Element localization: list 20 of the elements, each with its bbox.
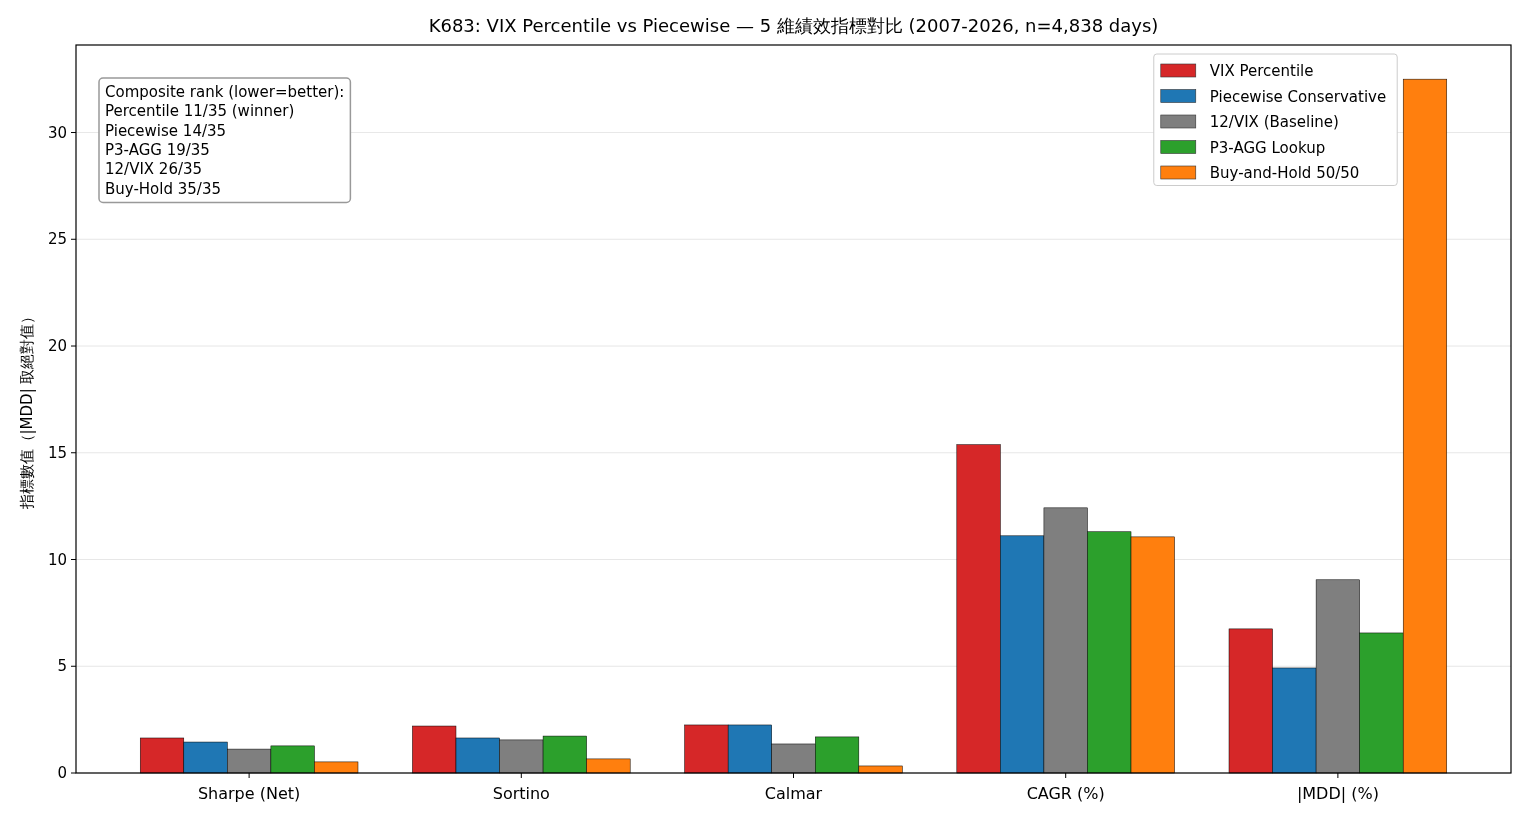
x-tick-label: Calmar — [764, 784, 823, 803]
legend-label: P3-AGG Lookup — [1209, 138, 1326, 157]
y-tick-label: 5 — [57, 657, 67, 676]
y-tick-label: 15 — [47, 443, 67, 462]
y-tick-label: 25 — [47, 230, 67, 249]
annotation: Composite rank (lower=better): Percentile 11/35 (winner) Piecewise 14/35 P3-AGG 19/35 12/VIX 26/35 Buy-Hold 35/35 — [105, 83, 345, 198]
y-axis-title: 指標數值（|MDD| 取絕對值） — [18, 308, 36, 511]
legend-label: 12/VIX (Baseline) — [1209, 113, 1339, 131]
x-tick-label: CAGR (%) — [1026, 784, 1105, 803]
y-tick-label: 0 — [57, 764, 67, 782]
y-tick-label: 10 — [47, 550, 67, 569]
x-tick-label: |MDD| (%) — [1296, 784, 1379, 803]
y-tick-label: 20 — [47, 337, 67, 356]
legend-label: VIX Percentile — [1209, 62, 1314, 80]
x-tick-label: Sortino — [492, 784, 550, 803]
legend-label: Buy-and-Hold 50/50 — [1209, 164, 1360, 182]
chart-title: K683: VIX Percentile vs Piecewise — 5 維績效指標對比 (2007-2026, n=4,838 days) — [428, 15, 1159, 36]
legend-label: Piecewise Conservative — [1209, 87, 1387, 106]
y-tick-label: 30 — [47, 123, 67, 142]
x-tick-label: Sharpe (Net) — [197, 784, 301, 803]
